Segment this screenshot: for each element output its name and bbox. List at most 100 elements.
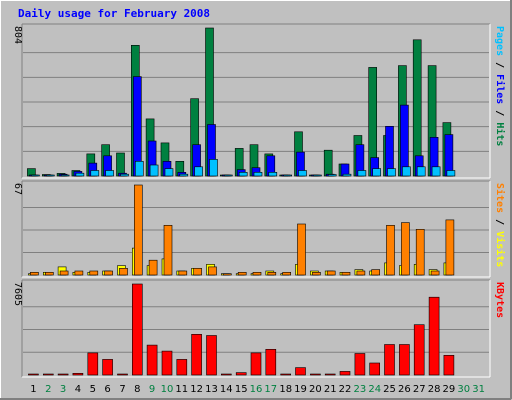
bar-sites <box>297 223 306 276</box>
bar-pages <box>446 170 456 177</box>
bar-kbytes <box>87 352 99 376</box>
bar-sites <box>415 229 425 276</box>
bar-pages <box>327 174 337 177</box>
x-tick-label: 4 <box>75 384 81 395</box>
x-tick-label: 11 <box>175 384 188 395</box>
bar-kbytes <box>384 344 395 376</box>
bar-hits <box>323 149 333 177</box>
bar-kbytes <box>176 359 188 376</box>
legend-entry: / <box>494 213 505 231</box>
x-tick-label: 31 <box>472 384 485 395</box>
x-tick-label: 3 <box>60 384 66 395</box>
x-tick-labels: 1 2 3 4 5 6 7 8 9 10 11 12 13 14 15 16 17 18 19 20 21 22 23 24 2… <box>30 384 485 395</box>
x-tick-label: 14 <box>220 384 233 395</box>
bar-kbytes <box>132 283 143 376</box>
x-tick-label: 20 <box>309 384 322 395</box>
bar-files <box>444 134 454 177</box>
bar-kbytes <box>161 350 173 376</box>
bar-pages <box>283 174 293 177</box>
x-tick-label: 25 <box>383 384 396 395</box>
bar-kbytes <box>57 373 69 376</box>
bar-sites <box>312 271 321 276</box>
x-tick-label: 8 <box>134 384 140 395</box>
bar-kbytes <box>399 344 410 376</box>
x-tick-label: 29 <box>443 384 456 395</box>
x-tick-label: 16 <box>250 384 263 395</box>
legend-entry: / <box>494 56 505 74</box>
panel-hits_files_pages: 804 Pages / Files / Hits <box>12 23 506 179</box>
y-max-label: 7605 <box>12 282 23 306</box>
bar-sites <box>430 270 440 276</box>
bar-kbytes <box>28 373 39 376</box>
bar-pages <box>298 170 307 177</box>
bar-kbytes <box>443 354 455 376</box>
legend-visits_sites: Sites / Visits <box>494 183 506 267</box>
bar-sites <box>134 184 143 276</box>
x-tick-label: 30 <box>457 384 470 395</box>
bar-sites <box>356 270 366 276</box>
bar-kbytes <box>339 371 351 376</box>
bar-kbytes <box>102 359 113 376</box>
legend-entry: Sites <box>494 183 506 213</box>
y-max-label: 804 <box>12 26 23 44</box>
bar-kbytes <box>72 372 84 376</box>
bar-hits <box>116 152 125 177</box>
bar-pages <box>238 172 248 177</box>
legend-entry: Hits <box>494 122 506 146</box>
bar-pages <box>60 174 70 177</box>
bar-pages <box>45 174 55 177</box>
bar-pages <box>90 170 100 177</box>
bar-kbytes <box>146 344 158 376</box>
x-tick-label: 24 <box>368 384 381 395</box>
bar-kbytes <box>42 373 54 376</box>
bar-sites <box>223 273 232 276</box>
bar-kbytes <box>117 373 128 376</box>
bar-sites <box>148 259 158 276</box>
bar-sites <box>371 269 381 276</box>
legend-kbytes: KBytes <box>494 282 505 318</box>
bar-pages <box>253 172 263 177</box>
bar-kbytes <box>265 348 277 376</box>
bar-sites <box>178 270 188 276</box>
bar-pages <box>416 166 426 177</box>
bar-files <box>400 104 409 177</box>
bar-sites <box>386 225 395 276</box>
bar-pages <box>75 172 85 177</box>
bar-sites <box>104 270 113 276</box>
bar-pages <box>342 173 352 177</box>
bar-pages <box>179 173 189 177</box>
bar-pages <box>149 164 159 177</box>
bar-kbytes <box>413 324 425 376</box>
x-tick-label: 17 <box>264 384 277 395</box>
x-tick-label: 18 <box>279 384 292 395</box>
bar-sites <box>252 271 262 276</box>
bar-kbytes <box>369 362 381 376</box>
bar-sites <box>44 271 54 276</box>
bar-sites <box>341 271 351 276</box>
bar-kbytes <box>206 335 217 376</box>
bar-sites <box>445 219 455 276</box>
x-tick-label: 6 <box>104 384 110 395</box>
x-tick-label: 2 <box>45 384 51 395</box>
x-tick-label: 12 <box>190 384 203 395</box>
bar-sites <box>193 267 202 276</box>
bar-pages <box>268 172 278 177</box>
bar-pages <box>357 170 367 177</box>
legend-entry: Pages <box>494 26 505 56</box>
x-tick-label: 28 <box>428 384 441 395</box>
x-tick-label: 27 <box>413 384 426 395</box>
x-tick-label: 9 <box>149 384 155 395</box>
legend-entry: KBytes <box>494 282 505 318</box>
bar-kbytes <box>428 296 440 376</box>
bar-sites <box>326 270 336 276</box>
x-tick-label: 22 <box>339 384 352 395</box>
x-tick-label: 19 <box>294 384 307 395</box>
bar-kbytes <box>295 367 306 376</box>
bar-pages <box>372 168 382 177</box>
bar-pages <box>31 174 40 177</box>
x-tick-label: 13 <box>205 384 218 395</box>
chart-panels: 804 Pages / Files / Hits 67 Sites / Visits 7… <box>12 23 506 378</box>
legend-hits_files_pages: Pages / Files / Hits <box>494 26 506 146</box>
